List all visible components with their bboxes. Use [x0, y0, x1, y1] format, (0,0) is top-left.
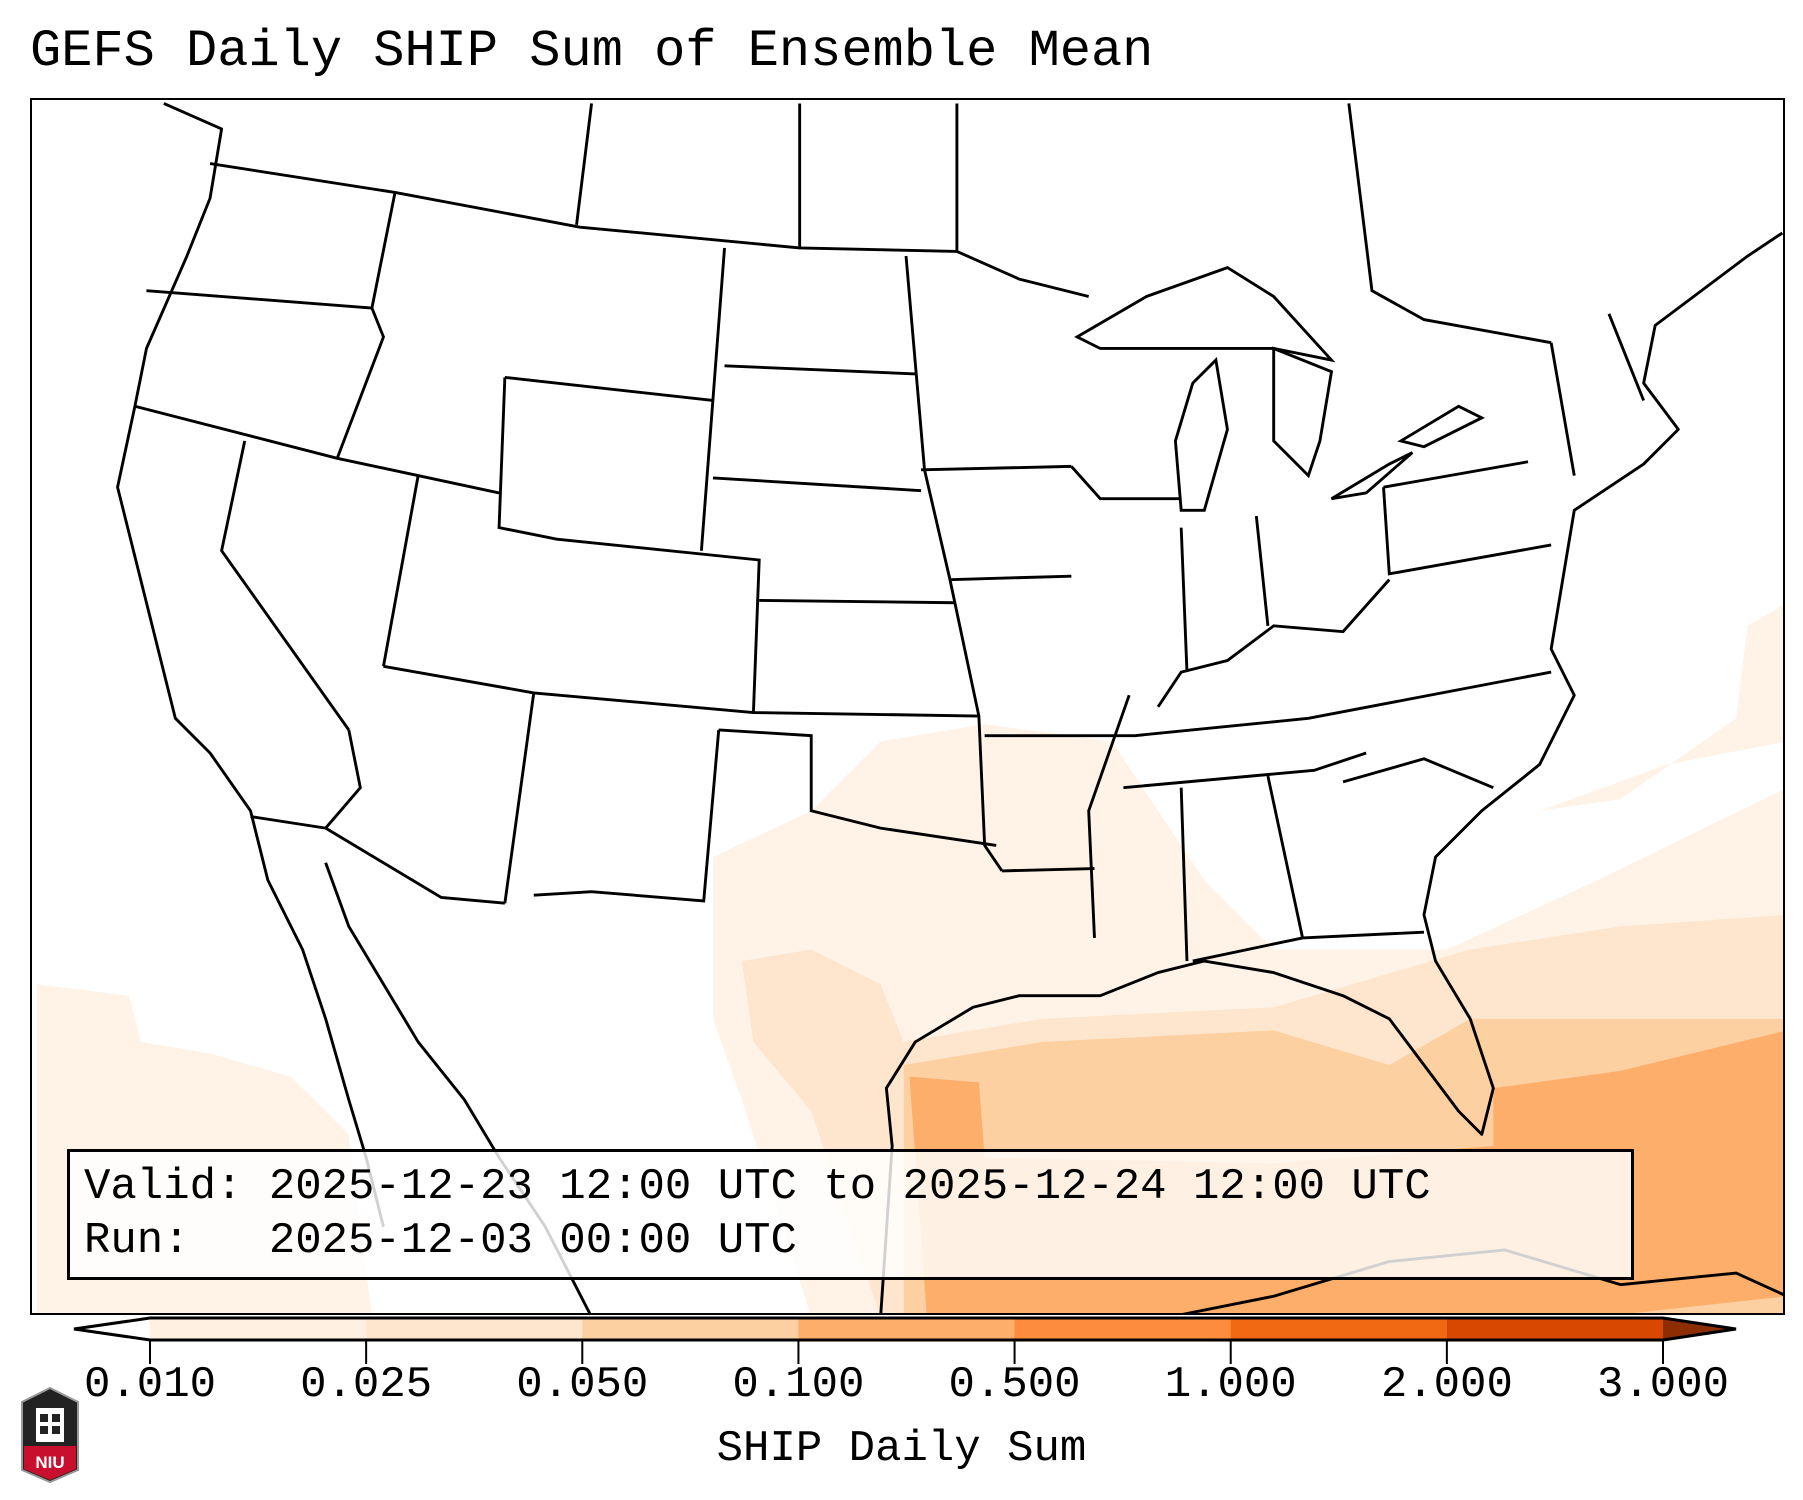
colorbar-label: SHIP Daily Sum [716, 1424, 1087, 1474]
great-lakes [1074, 265, 1486, 512]
valid-run-info-box: Valid: 2025-12-23 12:00 UTC to 2025-12-2… [67, 1149, 1634, 1280]
valid-label: Valid: [84, 1162, 243, 1212]
colorbar-segment [150, 1318, 367, 1340]
map-svg [36, 102, 1783, 1313]
run-label: Run: [84, 1216, 190, 1266]
gulf-coast [879, 231, 1783, 1313]
colorbar-tick-label: 3.000 [1596, 1360, 1730, 1410]
run-line: Run: 2025-12-03 00:00 UTC [84, 1214, 1617, 1268]
logo-text: NIU [35, 1453, 64, 1472]
map-panel [30, 98, 1785, 1315]
colorbar-tick-label: 2.000 [1380, 1360, 1513, 1410]
colorbar-tick-label: 0.010 [83, 1360, 217, 1410]
lake-superior [1074, 265, 1336, 363]
colorbar-segment [582, 1318, 799, 1340]
colorbar-segment [1014, 1318, 1232, 1340]
valid-line: Valid: 2025-12-23 12:00 UTC to 2025-12-2… [84, 1160, 1617, 1214]
niu-logo: NIU [21, 1386, 79, 1484]
west-coast [116, 102, 385, 1228]
colorbar-segment [798, 1318, 1016, 1340]
lake-huron [1272, 346, 1334, 479]
lake-michigan [1173, 357, 1229, 512]
colorbar-segment [1230, 1318, 1448, 1340]
shading-east [1539, 605, 1783, 811]
colorbar-tick-label: 0.100 [732, 1360, 865, 1410]
colorbar-tick-label: 1.000 [1164, 1360, 1297, 1410]
lake-erie [1330, 451, 1414, 501]
run-value: 2025-12-03 00:00 UTC [268, 1216, 797, 1266]
colorbar-segment [1446, 1318, 1664, 1340]
colorbar-under-extend [74, 1318, 150, 1340]
colorbar-segment [366, 1318, 583, 1340]
valid-value: 2025-12-23 12:00 UTC to 2025-12-24 12:00… [268, 1162, 1431, 1212]
colorbar-tick-label: 0.500 [948, 1360, 1081, 1410]
state-borders [134, 103, 1645, 963]
chart-title: GEFS Daily SHIP Sum of Ensemble Mean [30, 22, 1154, 81]
colorbar [73, 1316, 1737, 1364]
lake-ontario [1397, 404, 1486, 449]
colorbar-tick-label: 0.050 [516, 1360, 649, 1410]
colorbar-tick-label: 0.025 [300, 1360, 433, 1410]
colorbar-over-extend [1663, 1318, 1736, 1340]
